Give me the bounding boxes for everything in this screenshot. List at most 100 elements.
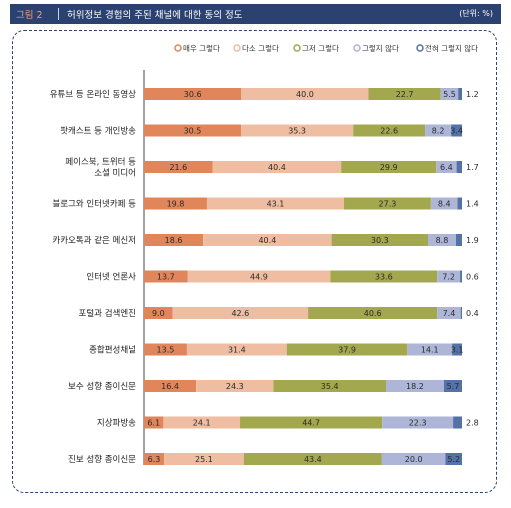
bar-segment — [427, 234, 456, 246]
bar-segment — [457, 197, 462, 210]
data-label: 3.1 — [451, 346, 464, 355]
data-label: 3.4 — [450, 127, 463, 136]
data-label: 6.4 — [440, 163, 453, 172]
bar-segment — [425, 124, 452, 137]
category-label: 팟캐스트 등 개인방송 — [60, 126, 136, 137]
bar-segment — [407, 343, 453, 356]
data-label: 27.3 — [379, 200, 397, 209]
header-divider — [58, 8, 59, 20]
bar-segment — [144, 124, 241, 137]
bar-segment — [445, 453, 462, 465]
category-label: 카카오톡과 같은 메신저 — [52, 235, 136, 246]
bar-segment — [460, 307, 462, 319]
bar-segment — [206, 197, 345, 210]
bar-segment — [368, 88, 441, 100]
data-label: 1.9 — [466, 236, 479, 245]
bar-segment — [382, 416, 454, 429]
data-label: 6.1 — [147, 419, 160, 428]
bar-segment — [436, 161, 457, 173]
category-label: 지상파방송 — [97, 418, 136, 429]
data-label: 44.9 — [250, 273, 268, 282]
bar-segment — [341, 161, 437, 173]
data-label: 30.5 — [184, 127, 202, 136]
data-label: 5.2 — [447, 455, 460, 464]
bar-segment — [186, 343, 287, 356]
data-label: 8.4 — [438, 200, 451, 209]
data-label: 0.6 — [466, 273, 479, 282]
bar-segment — [164, 453, 244, 465]
data-label: 16.4 — [161, 382, 179, 391]
bar-segment — [144, 161, 213, 173]
bar-segment — [286, 343, 408, 356]
figure-label: 그림 2 — [16, 10, 43, 21]
bar-segment — [187, 270, 331, 283]
data-label: 13.7 — [157, 273, 175, 282]
category-label: 진보 성향 종이신문 — [68, 454, 136, 465]
data-label: 40.4 — [258, 236, 276, 245]
data-label: 9.0 — [152, 309, 165, 318]
bar-segment — [453, 416, 462, 429]
bar-segment — [196, 380, 274, 392]
data-label: 19.8 — [167, 200, 185, 209]
legend-marker — [174, 44, 182, 52]
bar-segment — [430, 197, 458, 210]
bar-segment — [241, 88, 369, 100]
bar-segment — [344, 197, 431, 210]
bar-segment — [456, 161, 462, 173]
chart-frame — [12, 30, 497, 493]
data-label: 40.4 — [268, 163, 286, 172]
bar-segment — [144, 453, 165, 465]
data-label: 1.7 — [466, 163, 479, 172]
data-label: 13.5 — [157, 346, 175, 355]
bar-segment — [437, 307, 461, 319]
bar-segment — [243, 453, 382, 465]
data-label: 42.6 — [231, 309, 249, 318]
data-label: 8.2 — [432, 127, 445, 136]
data-label: 2.8 — [466, 419, 479, 428]
legend-marker — [416, 44, 424, 52]
bar-segment — [172, 307, 309, 319]
legend-marker — [293, 44, 301, 52]
bar-segment — [443, 380, 462, 392]
data-label: 43.4 — [304, 455, 322, 464]
bar-segment — [144, 197, 207, 210]
data-label: 33.6 — [375, 273, 393, 282]
data-label: 0.4 — [466, 309, 479, 318]
data-label: 37.9 — [338, 346, 356, 355]
unit-label: (단위: %) — [459, 9, 493, 18]
bar-segment — [353, 124, 426, 137]
legend-label: 다소 그렇다 — [242, 43, 279, 53]
bar-segment — [331, 234, 428, 246]
data-label: 35.4 — [321, 382, 339, 391]
data-label: 8.8 — [436, 236, 449, 245]
category-label: 유튜브 등 온라인 동영상 — [50, 89, 136, 100]
bar-segment — [144, 416, 164, 429]
data-label: 5.5 — [443, 90, 456, 99]
bar-segment — [460, 270, 462, 283]
data-label: 7.4 — [443, 309, 456, 318]
bar-segment — [203, 234, 332, 246]
bar-segment — [437, 270, 461, 283]
data-label: 1.2 — [466, 90, 479, 99]
figure-header: 그림 2 허위정보 경험의 주된 채널에 대한 동의 정도 (단위: %) — [10, 4, 501, 24]
data-label: 30.6 — [184, 90, 202, 99]
data-label: 18.6 — [165, 236, 183, 245]
category-label: 소셜 미디어 — [94, 168, 136, 179]
bar-segment — [440, 88, 459, 100]
category-label: 인터넷 언론사 — [86, 272, 136, 283]
data-label: 40.0 — [296, 90, 314, 99]
bar-segment — [163, 416, 241, 429]
data-label: 6.3 — [148, 455, 161, 464]
data-label: 22.3 — [409, 419, 427, 428]
data-label: 43.1 — [267, 200, 285, 209]
bar-segment — [144, 307, 173, 319]
legend-label: 전혀 그렇지 않다 — [425, 43, 478, 53]
legend-label: 매우 그렇다 — [183, 43, 220, 53]
data-label: 21.6 — [169, 163, 187, 172]
bar-segment — [385, 380, 444, 392]
data-label: 44.7 — [302, 419, 320, 428]
category-label: 보수 성향 종이신문 — [68, 381, 136, 392]
data-label: 24.3 — [226, 382, 244, 391]
category-label: 페이스북, 트위터 등 — [65, 157, 136, 168]
